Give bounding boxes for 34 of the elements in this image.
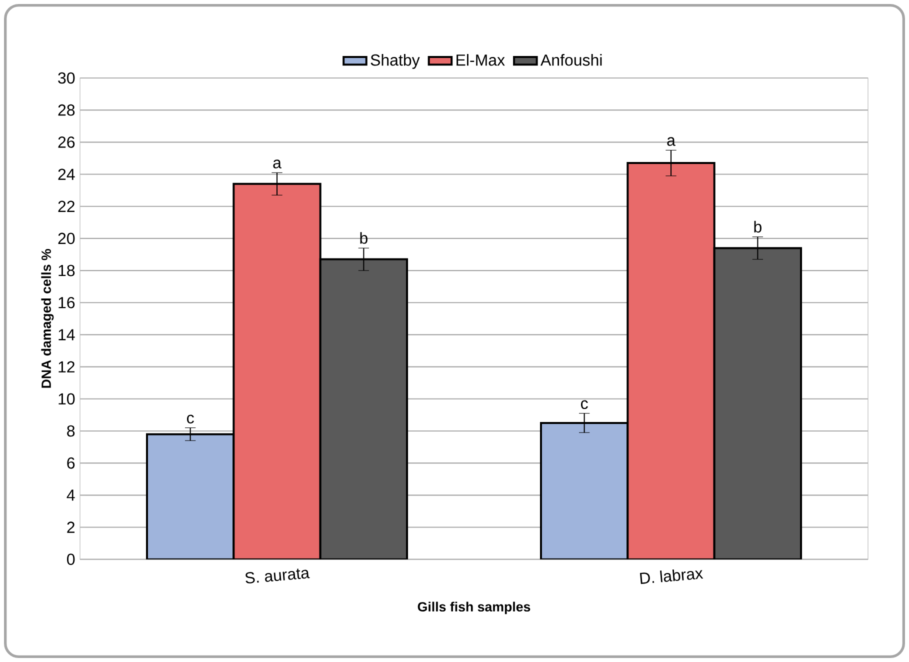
y-tick-label: 4: [66, 490, 75, 501]
y-tick-label: 26: [58, 136, 75, 148]
bar: [232, 182, 322, 560]
legend-label: Anfoushi: [540, 54, 602, 66]
data-label: c: [186, 414, 194, 424]
y-tick-label: 30: [58, 72, 75, 84]
y-tick-label: 14: [58, 329, 75, 340]
bar: [146, 433, 235, 560]
y-tick-label: 18: [58, 264, 75, 276]
y-tick-label: 6: [67, 457, 75, 469]
y-tick-label: 0: [67, 554, 75, 565]
bar: [713, 247, 802, 560]
y-tick-label: 24: [58, 168, 75, 180]
legend-label: Shatby: [370, 54, 420, 69]
data-label: a: [667, 137, 676, 146]
y-tick-label: 16: [58, 296, 75, 308]
y-tick-label: 8: [67, 425, 75, 437]
y-tick-label: 10: [58, 393, 75, 405]
x-axis-title: Gills fish samples: [418, 602, 530, 614]
y-tick-label: 2: [67, 522, 74, 533]
bar: [626, 162, 716, 560]
data-label: b: [360, 232, 368, 244]
data-label: c: [580, 400, 588, 410]
y-axis-title: DNA damaged cells %: [41, 249, 54, 388]
data-label: b: [754, 220, 762, 233]
y-tick-label: 28: [58, 104, 75, 116]
bar: [319, 258, 408, 560]
x-tick-label: D. labrax: [640, 569, 704, 584]
data-label: a: [273, 160, 282, 168]
y-tick-label: 20: [58, 232, 75, 244]
y-tick-label: 22: [58, 200, 74, 212]
y-tick-label: 12: [58, 361, 74, 372]
legend-label: El-Max: [456, 54, 505, 66]
x-tick-label: S. aurata: [246, 568, 310, 584]
